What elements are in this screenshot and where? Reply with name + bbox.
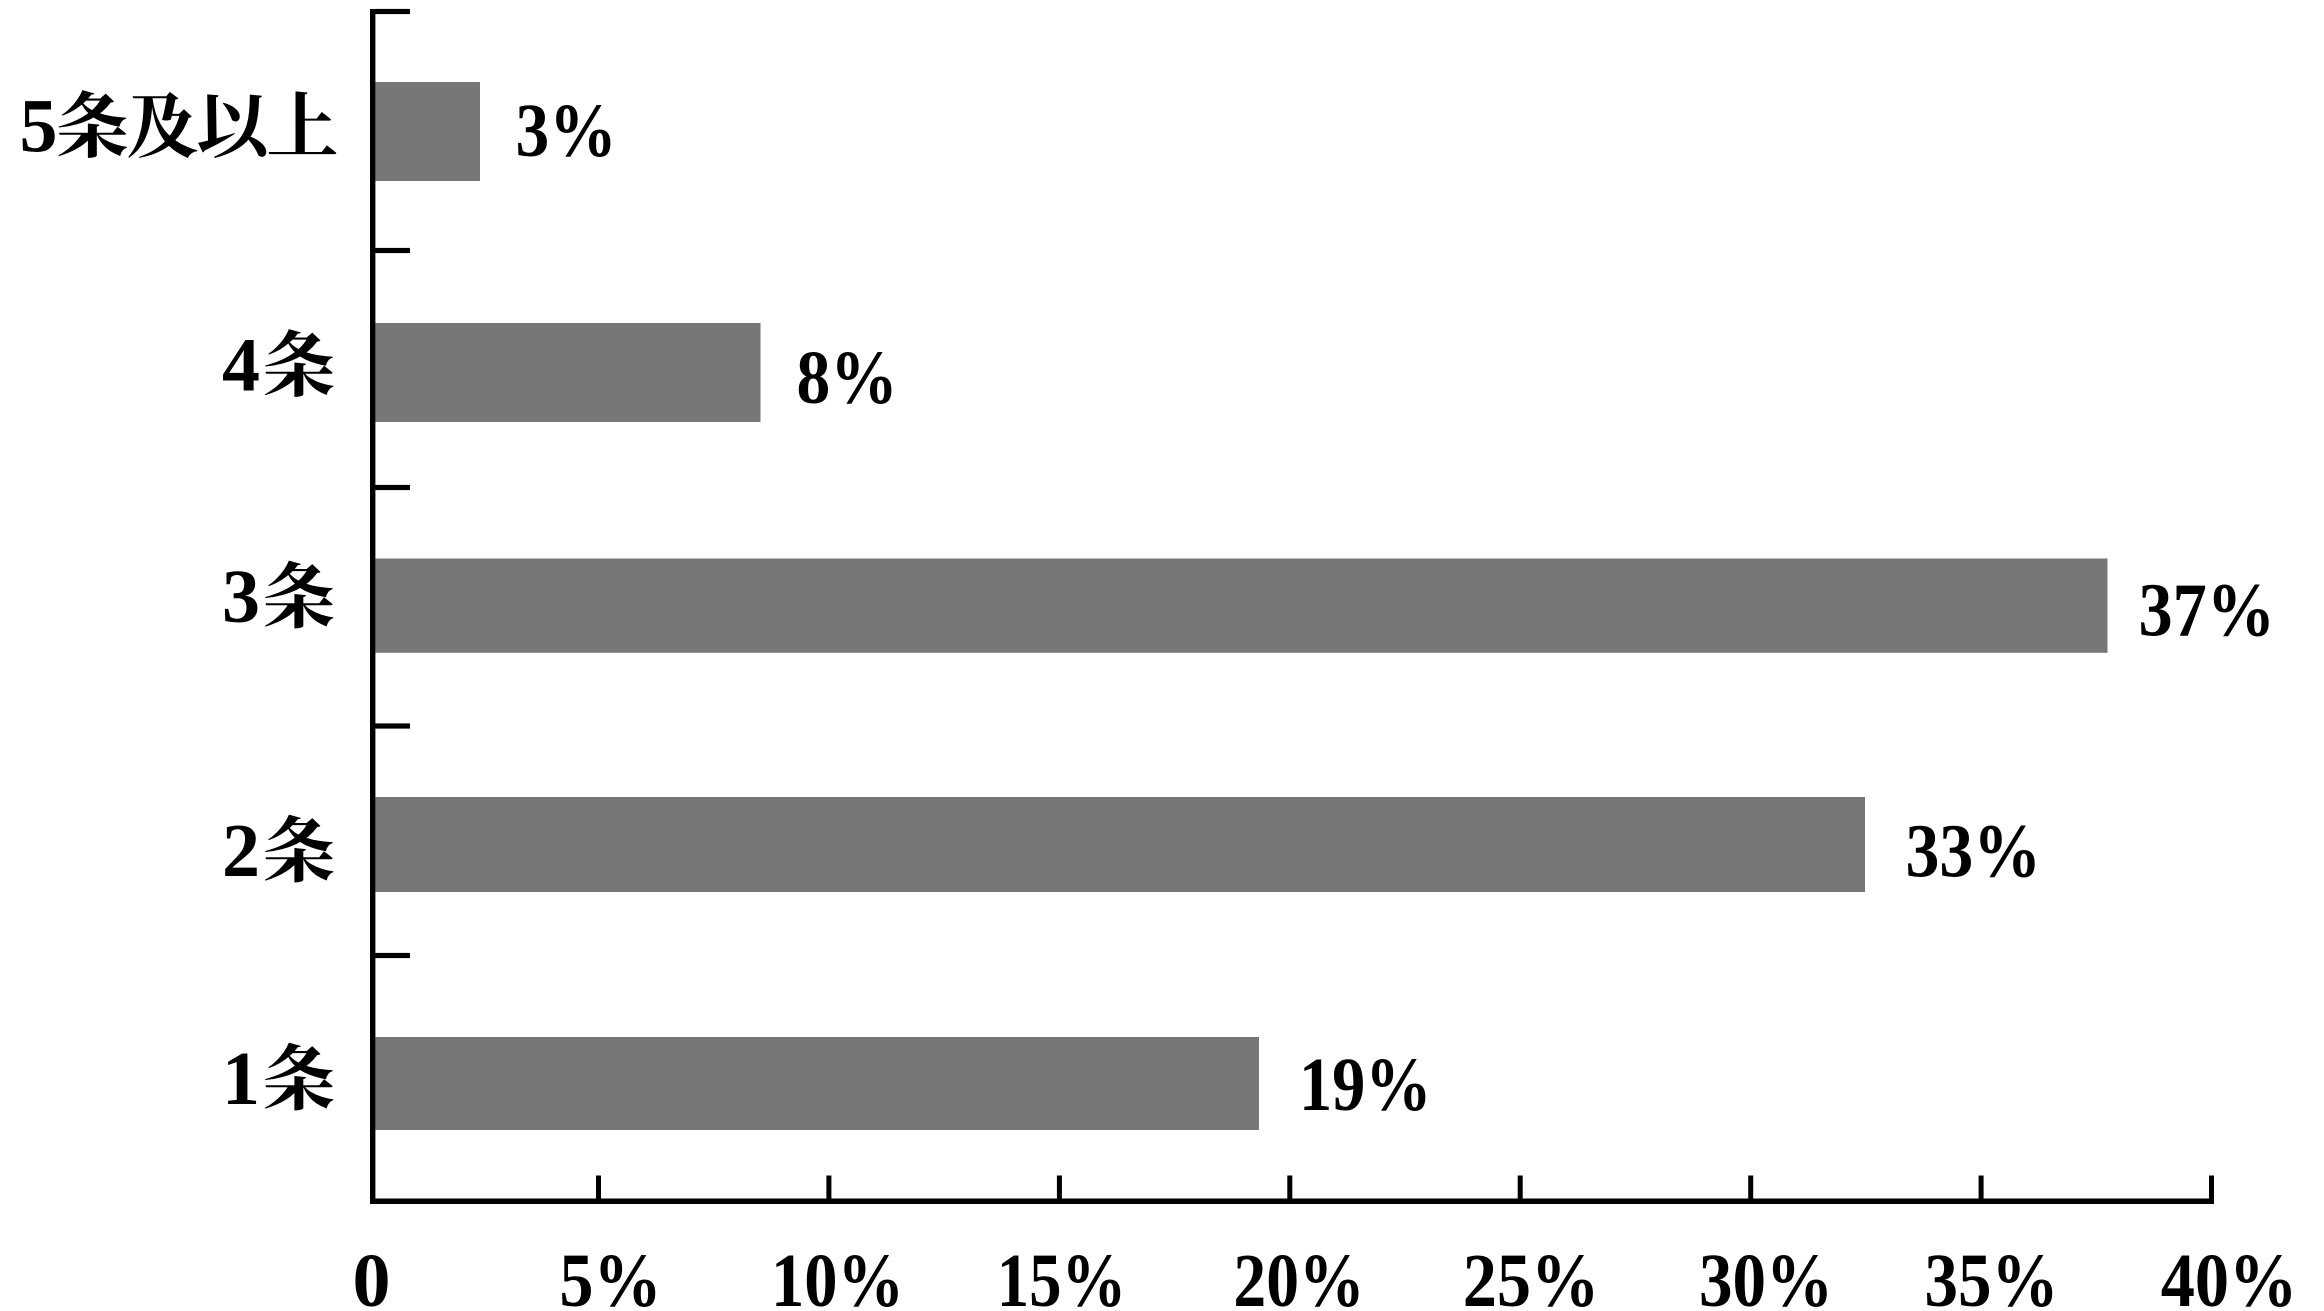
svg-text:35%: 35% [1925,1239,2059,1311]
svg-text:19%: 19% [1299,1043,1432,1127]
svg-text:40%: 40% [2161,1239,2298,1311]
svg-text:30%: 30% [1699,1239,1833,1311]
svg-text:2: 2 [222,809,260,893]
svg-text:8%: 8% [797,336,898,420]
svg-text:5%: 5% [559,1239,661,1311]
svg-text:20%: 20% [1233,1239,1364,1311]
svg-text:5: 5 [20,85,58,169]
svg-text:1: 1 [222,1037,260,1121]
svg-text:10%: 10% [771,1239,904,1311]
svg-text:0: 0 [353,1239,391,1311]
svg-text:3: 3 [222,555,260,639]
svg-text:15%: 15% [997,1239,1127,1311]
svg-text:37%: 37% [2139,569,2276,653]
svg-text:4: 4 [222,324,260,408]
svg-text:33%: 33% [1906,810,2042,894]
svg-text:25%: 25% [1463,1239,1600,1311]
svg-text:3%: 3% [516,89,617,173]
